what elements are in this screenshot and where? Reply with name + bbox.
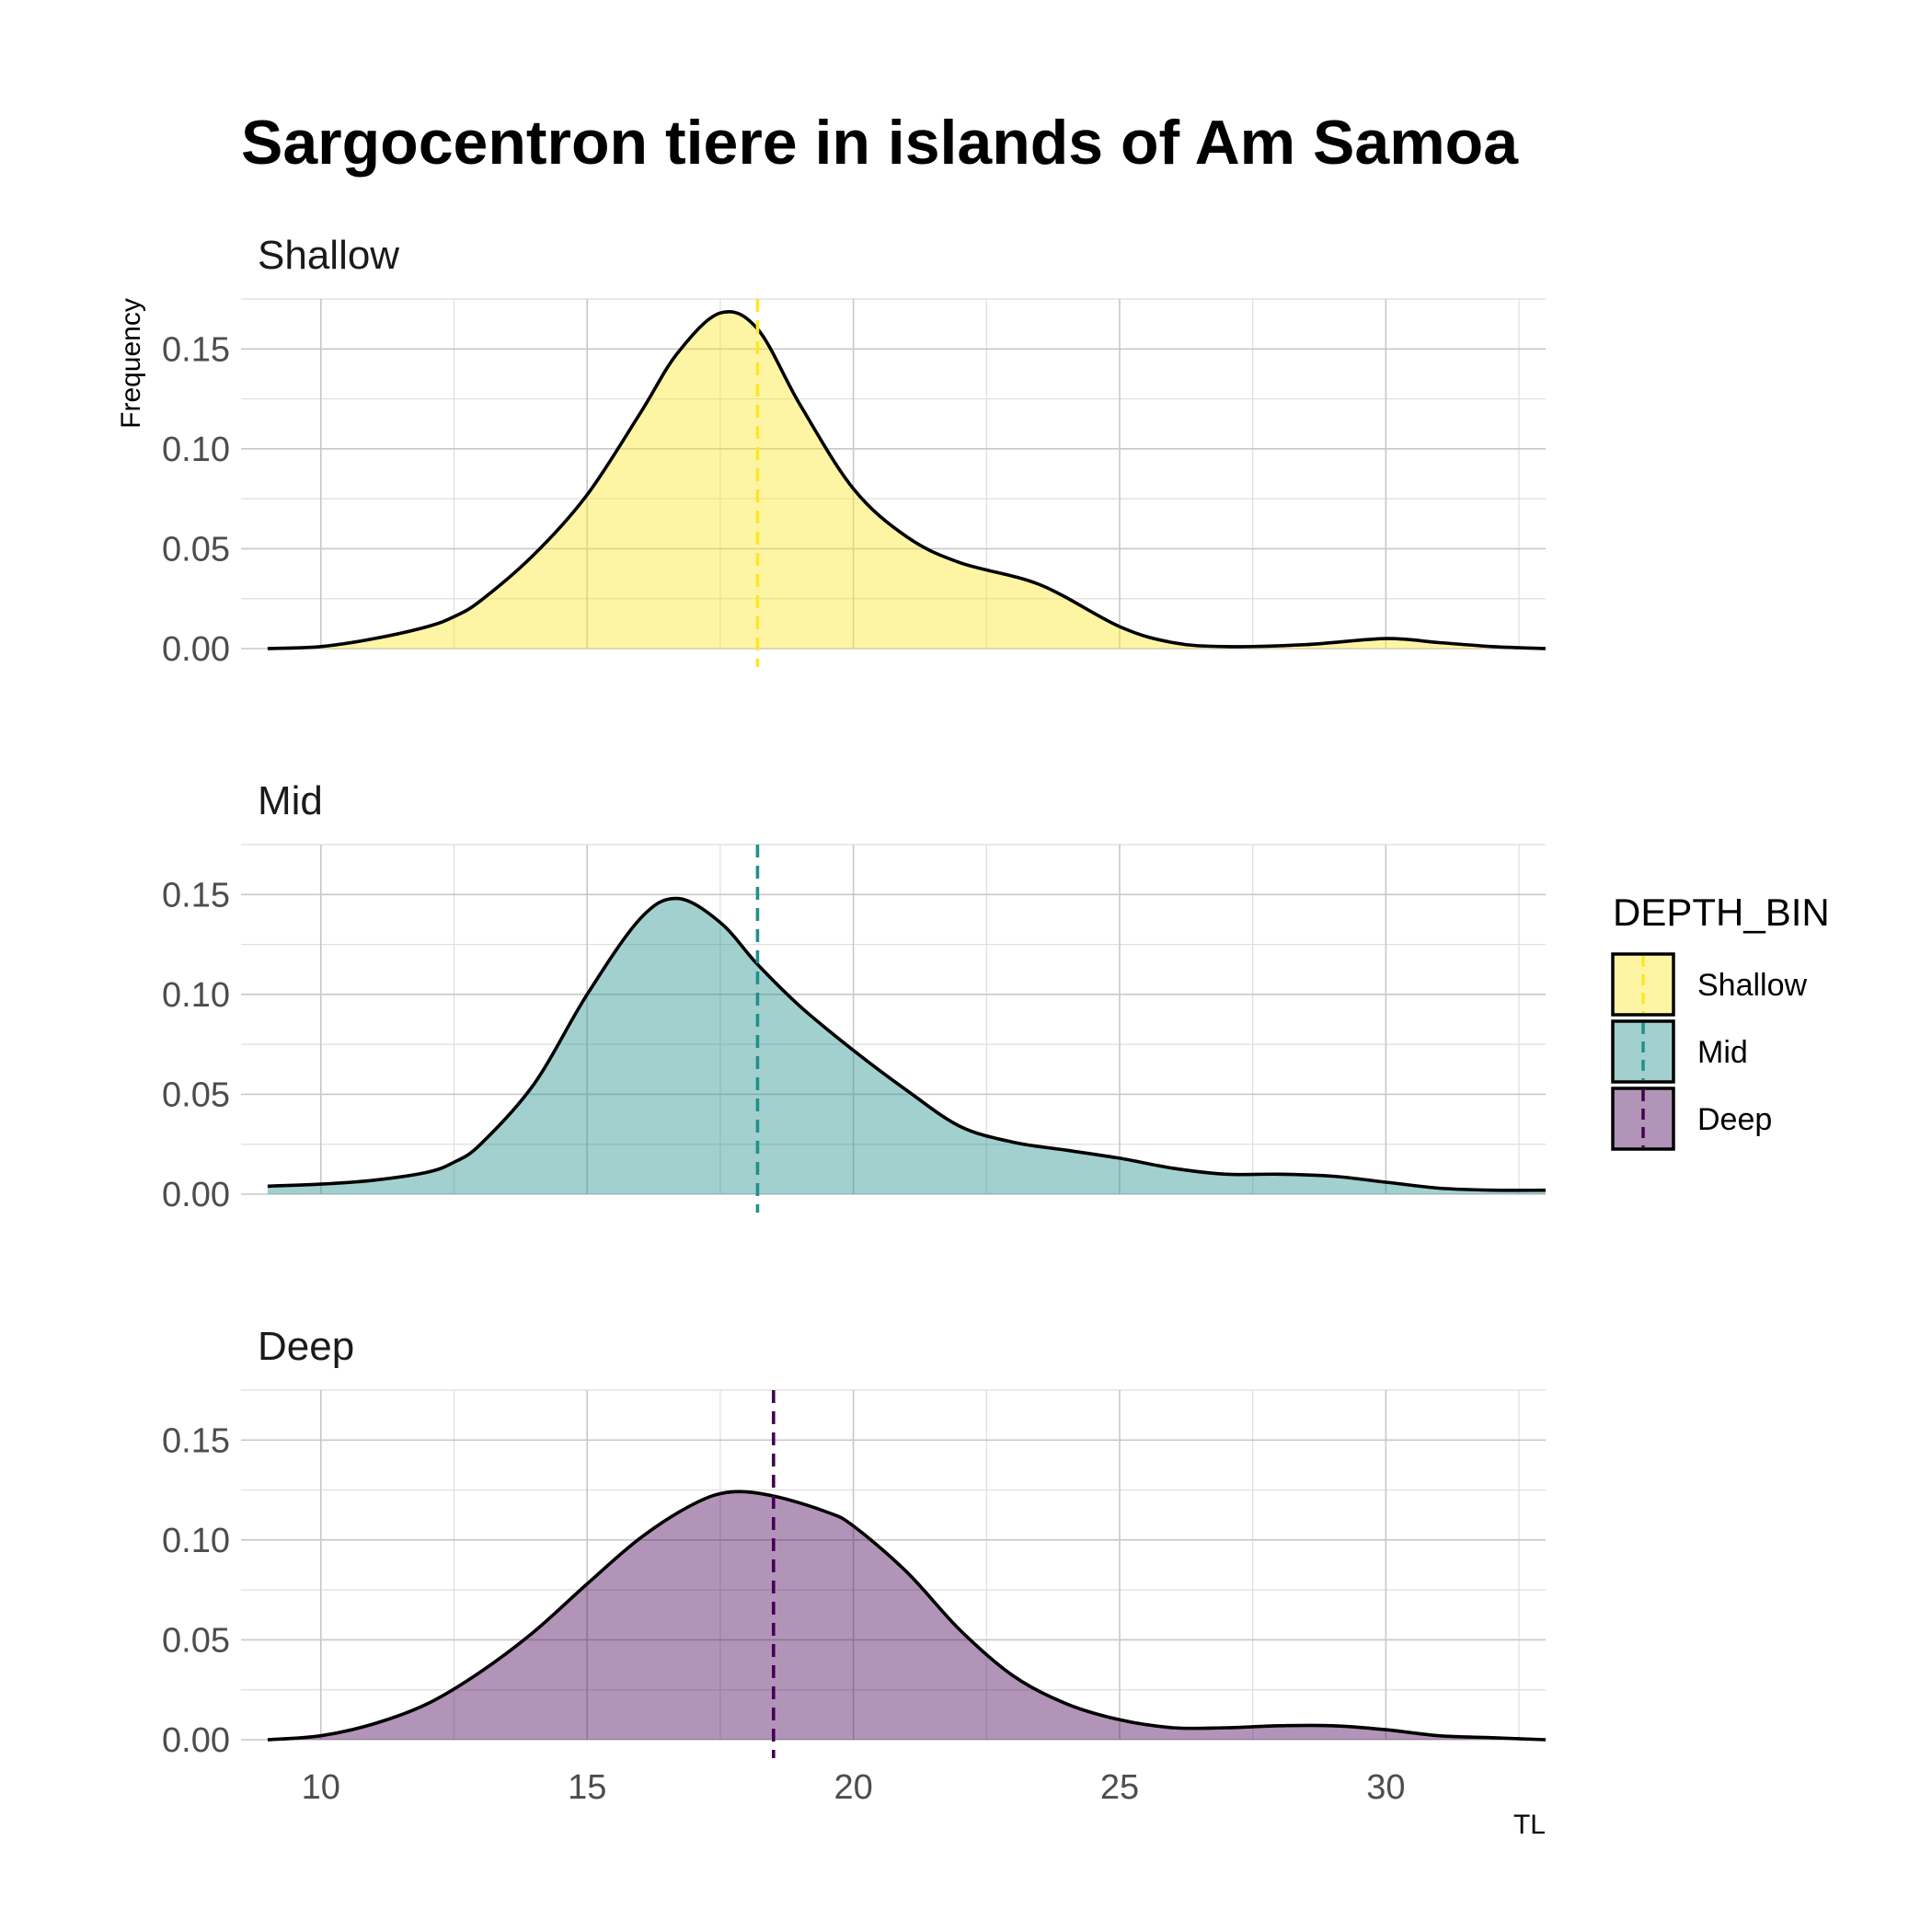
x-axis-title: TL (1513, 1810, 1546, 1840)
y-tick-label: 0.10 (162, 976, 230, 1015)
legend-title: DEPTH_BIN (1613, 891, 1830, 934)
legend-label-shallow: Shallow (1697, 968, 1808, 1003)
y-tick-label: 0.05 (162, 1075, 230, 1114)
y-tick-label: 0.10 (162, 431, 230, 469)
y-tick-label: 0.00 (162, 630, 230, 669)
legend: DEPTH_BIN Shallow Mid Deep (1611, 891, 1830, 1151)
chart-title: Sargocentron tiere in islands of Am Samo… (241, 108, 1519, 178)
legend-item-shallow: Shallow (1611, 952, 1808, 1017)
y-tick-label: 0.00 (162, 1721, 230, 1760)
density-line-shallow (267, 309, 1547, 650)
legend-label-mid: Mid (1697, 1035, 1748, 1070)
y-tick-label: 0.15 (162, 1421, 230, 1460)
y-tick-label: 0.15 (162, 876, 230, 914)
density-line-deep (267, 1489, 1547, 1742)
facet-label-shallow: Shallow (258, 233, 399, 278)
x-axis-ticks: 10 15 20 25 30 (302, 1768, 1406, 1807)
y-tick-label: 0.15 (162, 330, 230, 369)
facet-label-mid: Mid (258, 778, 323, 823)
y-tick-label: 0.05 (162, 1621, 230, 1660)
panel-shallow: Shallow 0.00 0.05 0.10 0.15 (162, 233, 1547, 669)
legend-item-deep: Deep (1611, 1087, 1772, 1151)
legend-label-deep: Deep (1697, 1102, 1772, 1137)
y-tick-label: 0.10 (162, 1522, 230, 1560)
panel-deep: Deep 0.00 0.05 0.10 0.15 (162, 1324, 1547, 1760)
legend-items: Shallow Mid Deep (1611, 952, 1808, 1151)
y-tick-label: 0.00 (162, 1176, 230, 1214)
facet-label-deep: Deep (258, 1324, 354, 1369)
density-area-deep (267, 1491, 1546, 1740)
x-tick-label: 15 (568, 1768, 606, 1807)
density-area-shallow (267, 311, 1546, 649)
density-line-mid (267, 896, 1547, 1192)
panel-mid: Mid 0.00 0.05 0.10 0.15 (162, 778, 1547, 1214)
legend-item-mid: Mid (1611, 1019, 1748, 1084)
density-area-mid (267, 898, 1546, 1194)
x-tick-label: 25 (1100, 1768, 1139, 1807)
facet-panels: Shallow 0.00 0.05 0.10 0.15 Mid 0.00 0.05 0.10 0.… (162, 233, 1547, 1760)
y-axis-title: Frequency (116, 298, 146, 429)
y-tick-label: 0.05 (162, 530, 230, 569)
x-tick-label: 30 (1366, 1768, 1405, 1807)
x-tick-label: 10 (302, 1768, 340, 1807)
x-tick-label: 20 (834, 1768, 872, 1807)
